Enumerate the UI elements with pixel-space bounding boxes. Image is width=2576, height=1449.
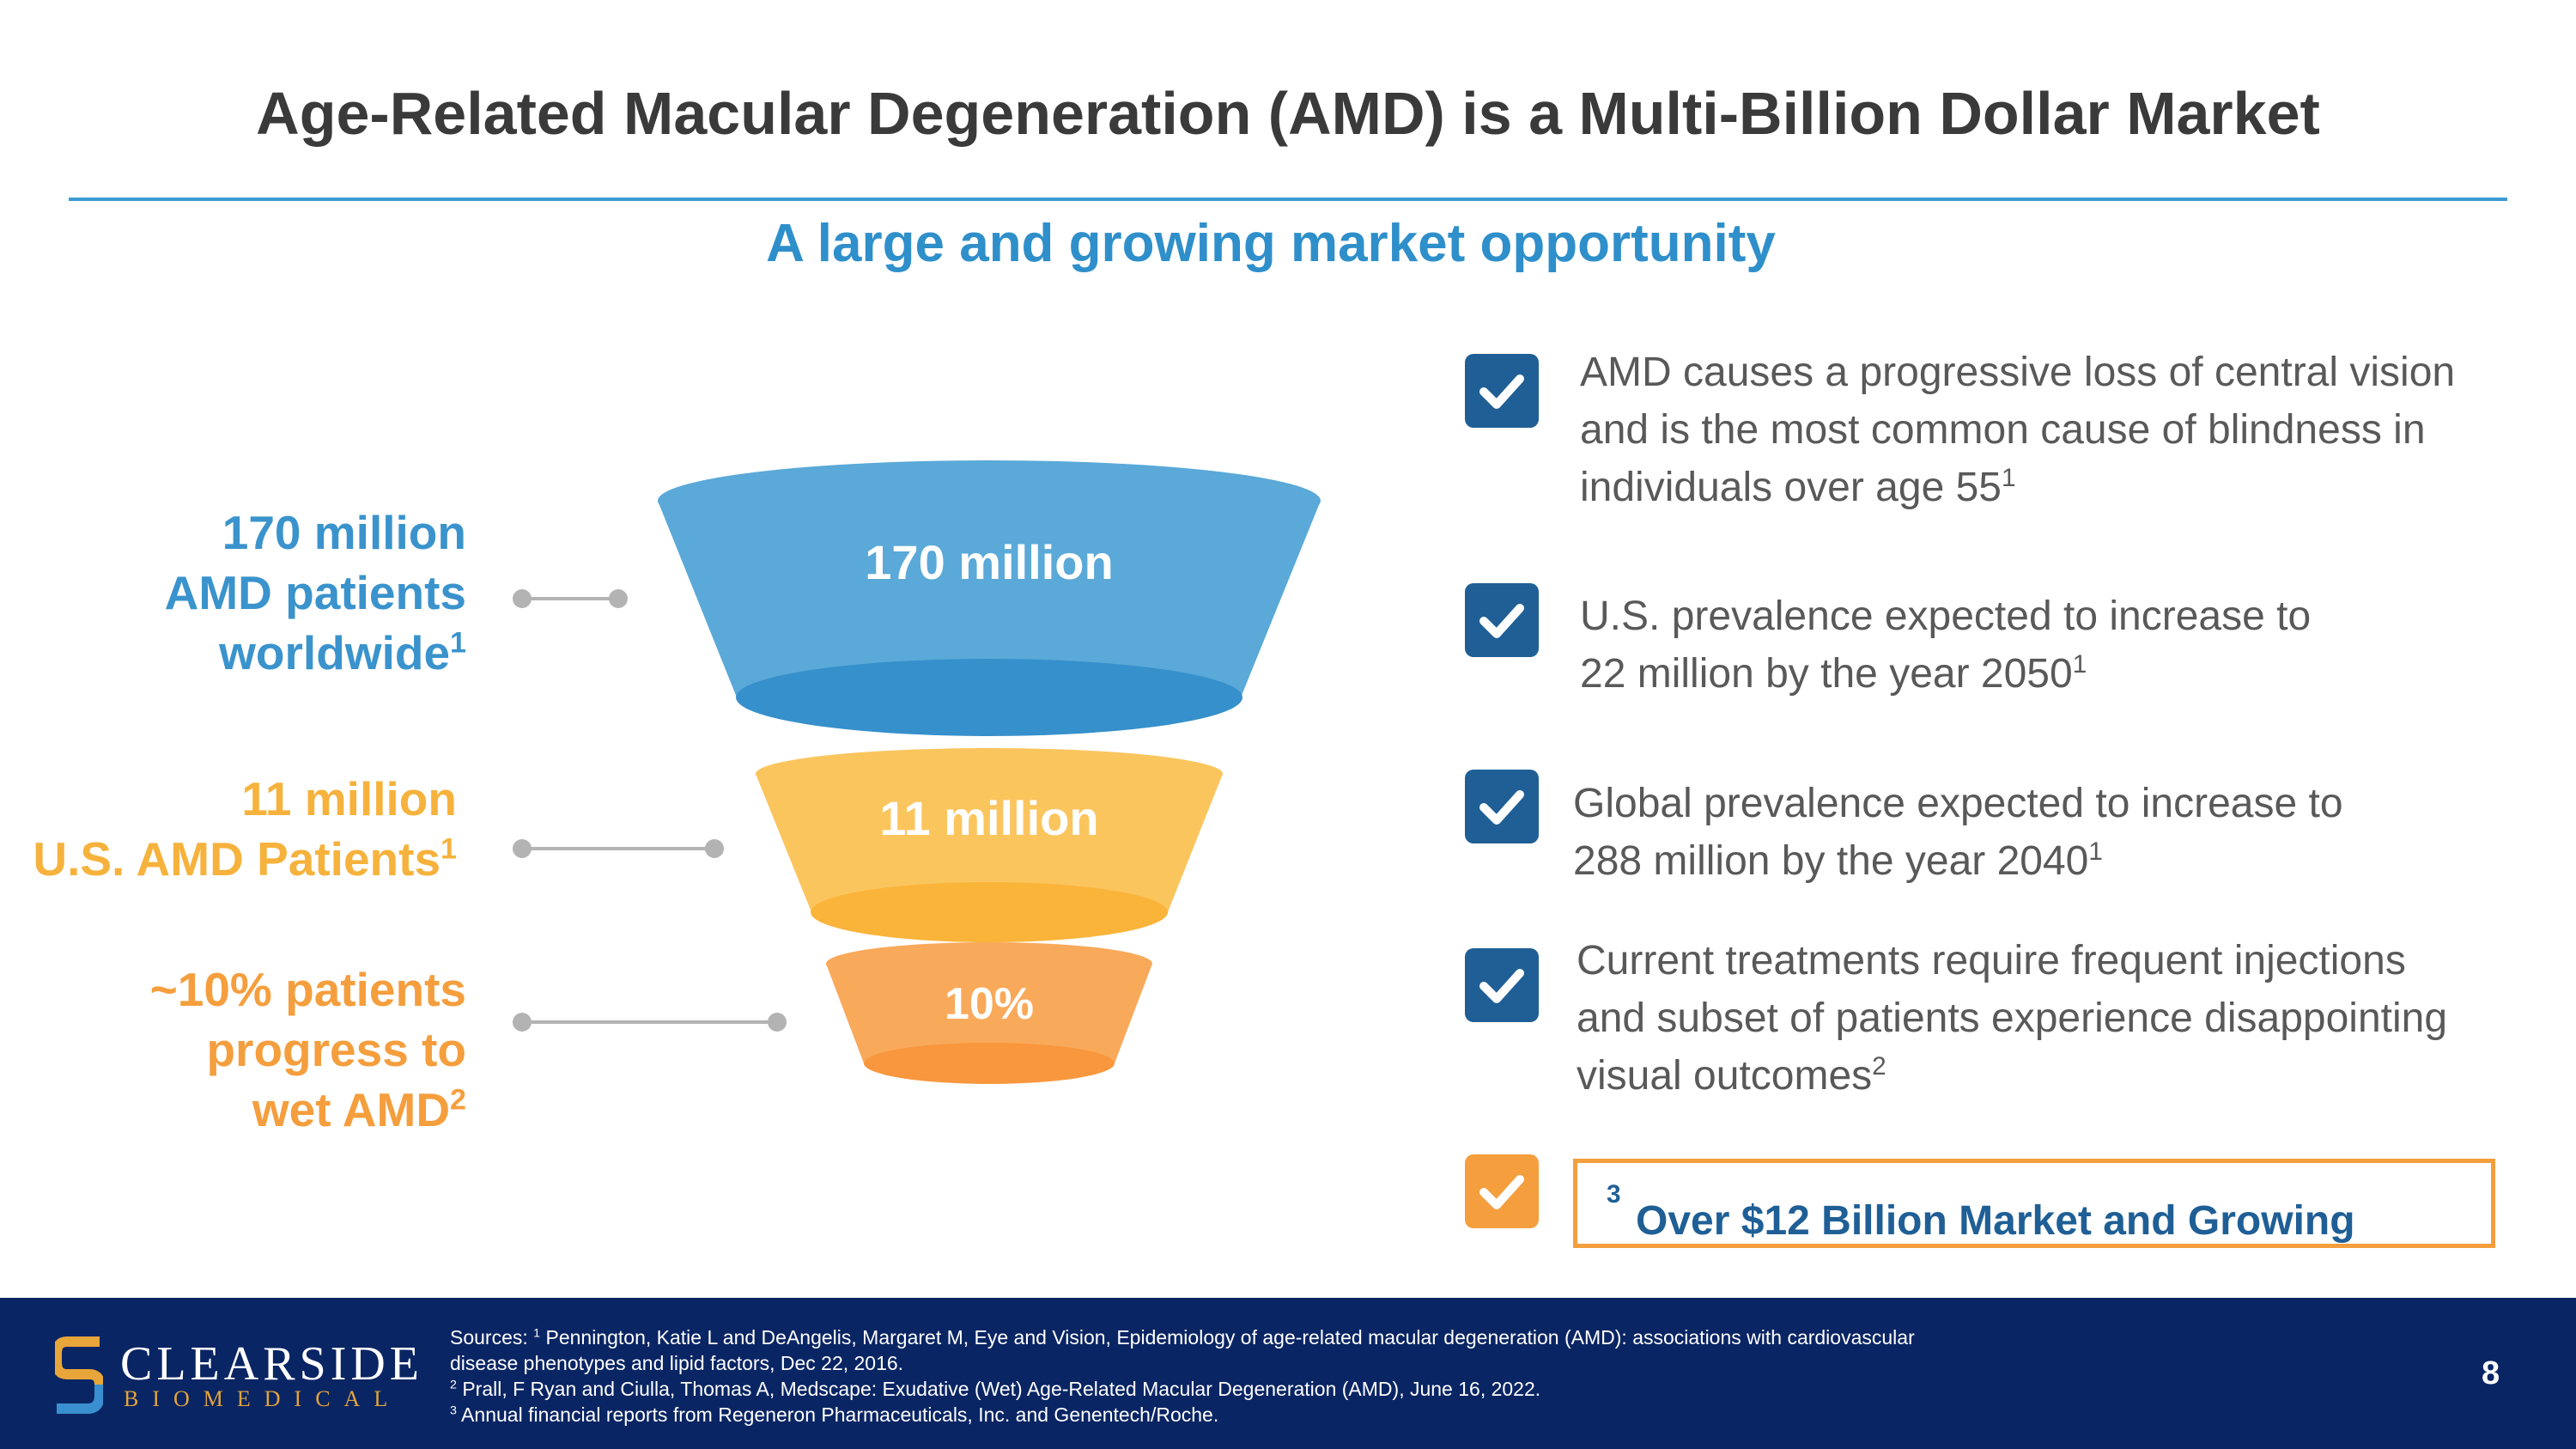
bullet-global-prevalence: Global prevalence expected to increase t… (1573, 775, 2343, 890)
funnel-tier-label: 170 million (865, 535, 1113, 589)
funnel-tier-label: 11 million (879, 791, 1098, 845)
bullet-line: AMD causes a progressive loss of central… (1580, 350, 2456, 395)
us-label-line: 11 million (241, 772, 457, 825)
footnote-ref: 2 (450, 1083, 466, 1117)
footnote-ref: 3 (1607, 1180, 1621, 1209)
bullet-line: and is the most common cause of blindnes… (1580, 407, 2426, 453)
sources-footnotes: Sources: 1 Pennington, Katie L and DeAng… (450, 1324, 2116, 1428)
footnote-ref: 1 (450, 626, 466, 660)
bullet-line: Global prevalence expected to increase t… (1573, 781, 2343, 826)
source-line: Annual financial reports from Regeneron … (456, 1403, 1219, 1426)
connector-worldwide (513, 589, 628, 608)
funnel-graphic: 170 million 11 million 10% (513, 460, 1321, 1084)
page-number: 8 (2482, 1355, 2500, 1391)
connector-us (513, 839, 724, 858)
checkbox-icon (1465, 354, 1539, 428)
bullet-line: and subset of patients experience disapp… (1577, 995, 2448, 1041)
page-subtitle: A large and growing market opportunity (766, 214, 1776, 273)
brand-subtitle: BIOMEDICAL (124, 1386, 402, 1411)
source-line: disease phenotypes and lipid factors, De… (450, 1352, 904, 1374)
bullet-line: U.S. prevalence expected to increase to (1580, 594, 2312, 639)
wet-amd-label-line: progress to (206, 1023, 466, 1076)
clearside-logo-icon (55, 1336, 103, 1414)
footnote-number: 3 (450, 1403, 457, 1418)
bullet-line: individuals over age 55 (1580, 465, 2002, 510)
callout-text: Over $12 Billion Market and Growing (1636, 1198, 2355, 1244)
brand-name: CLEARSIDE (120, 1337, 423, 1391)
bullet-us-prevalence: U.S. prevalence expected to increase to … (1580, 588, 2311, 703)
checkbox-icon (1465, 948, 1539, 1022)
wet-amd-label-line: wet AMD (252, 1083, 451, 1136)
sources-prefix: Sources: (450, 1326, 534, 1349)
us-label-line: U.S. AMD Patients (33, 832, 441, 886)
connector-wet-amd (513, 1013, 787, 1032)
footnote-ref: 1 (440, 832, 457, 866)
bullet-line: visual outcomes (1577, 1053, 1873, 1099)
footnote-ref: 2 (1872, 1052, 1886, 1081)
bullet-line: 288 million by the year 2040 (1573, 838, 2089, 884)
worldwide-label-line: AMD patients (164, 566, 466, 619)
footnote-number: 1 (533, 1326, 541, 1341)
worldwide-label-line: worldwide (219, 626, 451, 679)
checkbox-icon (1465, 583, 1539, 657)
footnote-ref: 1 (2072, 650, 2087, 679)
footnote-ref: 1 (2002, 464, 2016, 492)
wet-amd-label-line: ~10% patients (149, 963, 466, 1016)
title-divider (69, 198, 2507, 201)
funnel-tier-10-percent: 10% (826, 942, 1152, 1084)
source-line: Pennington, Katie L and DeAngelis, Marga… (540, 1326, 1915, 1349)
bullet-amd-vision-loss: AMD causes a progressive loss of central… (1580, 344, 2455, 516)
us-patients-label: 11 million U.S. AMD Patients1 (33, 769, 457, 889)
checkbox-icon (1465, 1154, 1539, 1228)
page-title: Age-Related Macular Degeneration (AMD) i… (256, 80, 2320, 147)
bullet-line: Current treatments require frequent inje… (1577, 938, 2406, 983)
checkbox-icon (1465, 770, 1539, 843)
funnel-tier-11-million: 11 million (756, 748, 1223, 942)
footer-bar (0, 1298, 2576, 1449)
bullet-current-treatments: Current treatments require frequent inje… (1577, 932, 2447, 1105)
funnel-tier-label: 10% (945, 979, 1034, 1029)
bullet-line: 22 million by the year 2050 (1580, 651, 2073, 697)
market-size-callout: Over $12 Billion Market and Growing 3 (1573, 1159, 2495, 1248)
worldwide-label-line: 170 million (222, 506, 466, 559)
funnel-tier-170-million: 170 million (658, 460, 1321, 736)
footnote-ref: 1 (2088, 837, 2103, 866)
source-line: Prall, F Ryan and Ciulla, Thomas A, Meds… (456, 1378, 1541, 1400)
footnote-number: 2 (450, 1378, 457, 1392)
worldwide-patients-label: 170 million AMD patients worldwide1 (165, 502, 466, 683)
wet-amd-label: ~10% patients progress to wet AMD2 (150, 959, 466, 1140)
